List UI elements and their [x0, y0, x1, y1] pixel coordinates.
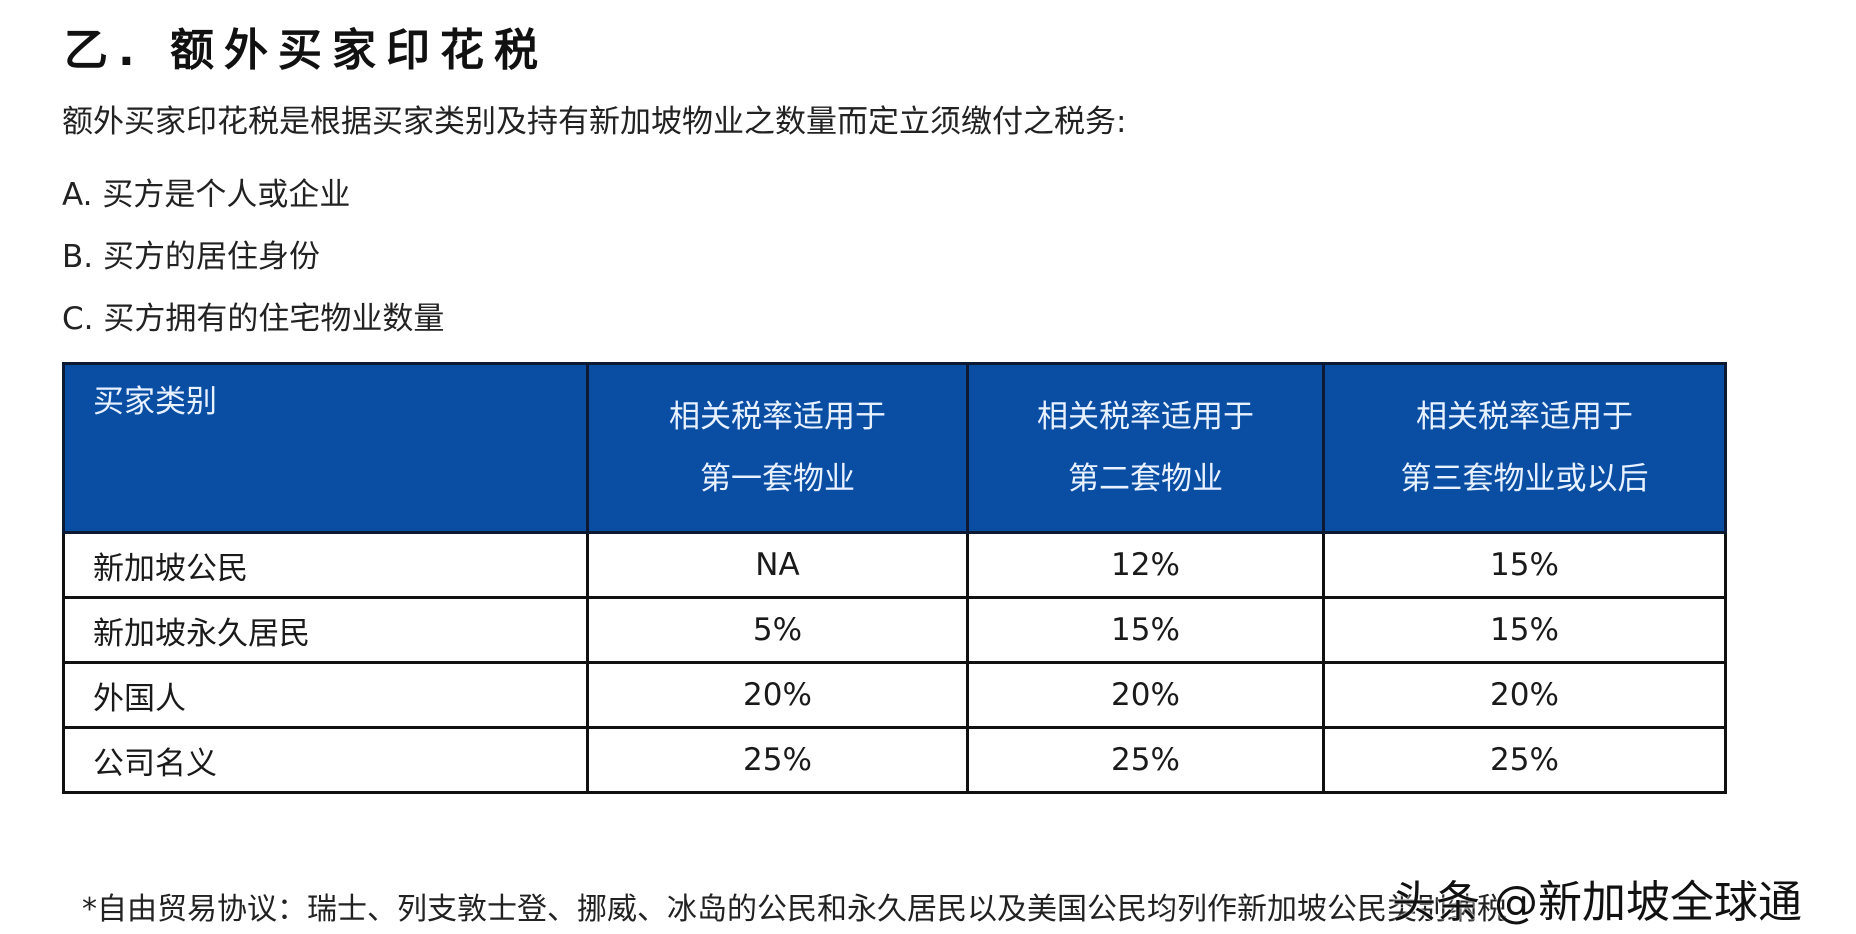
cell-first: NA [586, 531, 969, 599]
stamp-duty-table: 买家类别 相关税率适用于 第一套物业 相关税率适用于 第二套物业 相关税率适用于… [62, 362, 1727, 794]
cell-second: 15% [966, 596, 1325, 664]
cell-category: 新加坡永久居民 [62, 596, 589, 664]
table-row: 新加坡公民 NA 12% 15% [62, 531, 1727, 599]
header-line: 第一套物业 [700, 461, 855, 497]
watermark: 头条 @新加坡全球通 [1392, 877, 1802, 928]
cell-category: 新加坡公民 [62, 531, 589, 599]
intro-text: 额外买家印花税是根据买家类别及持有新加坡物业之数量而定立须缴付之税务: [62, 104, 1127, 140]
cell-second: 20% [966, 661, 1325, 729]
criteria-list: A. 买方是个人或企业 B. 买方的居住身份 C. 买方拥有的住宅物业数量 [62, 174, 444, 360]
header-second-property: 相关税率适用于 第二套物业 [966, 362, 1325, 534]
header-buyer-category: 买家类别 [62, 362, 589, 534]
table-row: 外国人 20% 20% 20% [62, 661, 1727, 729]
header-third-property: 相关税率适用于 第三套物业或以后 [1322, 362, 1727, 534]
header-line: 第二套物业 [1068, 461, 1223, 497]
table-row: 新加坡永久居民 5% 15% 15% [62, 596, 1727, 664]
cell-first: 20% [586, 661, 969, 729]
header-line: 相关税率适用于 [1416, 399, 1633, 435]
criteria-item: B. 买方的居住身份 [62, 239, 320, 275]
header-first-property: 相关税率适用于 第一套物业 [586, 362, 969, 534]
cell-first: 25% [586, 726, 969, 794]
cell-third: 15% [1322, 596, 1727, 664]
criteria-item: A. 买方是个人或企业 [62, 177, 351, 213]
table-header-row: 买家类别 相关税率适用于 第一套物业 相关税率适用于 第二套物业 相关税率适用于… [62, 362, 1727, 534]
header-line: 相关税率适用于 [669, 399, 886, 435]
cell-category: 公司名义 [62, 726, 589, 794]
cell-first: 5% [586, 596, 969, 664]
cell-second: 25% [966, 726, 1325, 794]
cell-third: 25% [1322, 726, 1727, 794]
header-line: 第三套物业或以后 [1400, 461, 1649, 497]
cell-third: 15% [1322, 531, 1727, 599]
cell-second: 12% [966, 531, 1325, 599]
section-title: 乙. 额外买家印花税 [64, 25, 549, 76]
table-row: 公司名义 25% 25% 25% [62, 726, 1727, 794]
cell-third: 20% [1322, 661, 1727, 729]
criteria-item: C. 买方拥有的住宅物业数量 [62, 301, 445, 337]
cell-category: 外国人 [62, 661, 589, 729]
header-line: 相关税率适用于 [1037, 399, 1254, 435]
footnote: *自由贸易协议：瑞士、列支敦士登、挪威、冰岛的公民和永久居民以及美国公民均列作新… [82, 892, 1507, 927]
